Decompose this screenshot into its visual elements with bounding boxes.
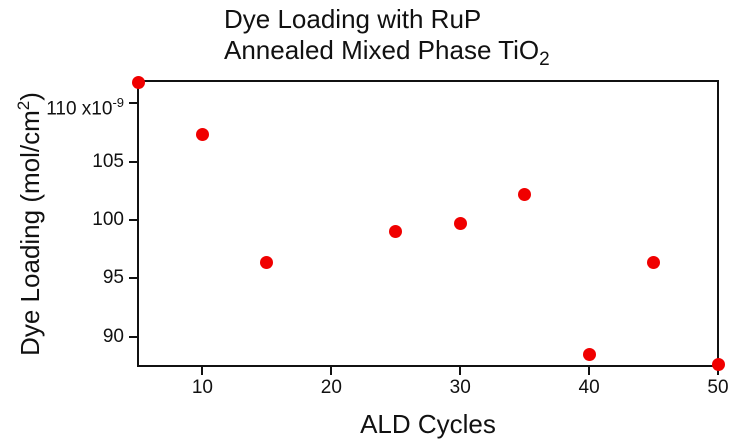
y-tick-label: 95 [102, 267, 124, 289]
data-point [195, 128, 209, 142]
x-tick [588, 367, 591, 375]
data-point [647, 255, 661, 269]
data-point [582, 347, 596, 361]
x-tick [201, 367, 204, 375]
y-tick-label: 110 x10-9 [46, 95, 124, 120]
x-tick-label: 30 [449, 377, 471, 398]
x-axis-title: ALD Cycles [360, 409, 496, 439]
chart-title-subscript: 2 [539, 49, 550, 70]
y-tick [129, 218, 137, 221]
x-tick-label: 10 [191, 377, 213, 398]
chart-title-line2: Annealed Mixed Phase TiO2 [224, 35, 550, 70]
y-tick [129, 277, 137, 280]
x-tick-label: 20 [320, 377, 342, 398]
y-tick-label: 100 [92, 208, 124, 230]
chart-title: Dye Loading with RuP Annealed Mixed Phas… [224, 4, 550, 75]
data-point [711, 358, 725, 372]
x-tick [330, 367, 333, 375]
plot-area [137, 80, 719, 367]
y-tick [129, 102, 137, 105]
chart-title-line1: Dye Loading with RuP [224, 4, 482, 34]
data-point [389, 225, 403, 239]
x-tick-label: 50 [707, 377, 729, 398]
y-tick [129, 335, 137, 338]
data-point [131, 75, 145, 89]
data-point [518, 187, 532, 201]
data-point [453, 217, 467, 230]
data-point [260, 255, 274, 269]
y-tick-label: 90 [102, 325, 124, 347]
x-tick-label: 40 [578, 377, 600, 398]
x-tick [459, 367, 462, 375]
y-tick-label: 105 [92, 150, 124, 172]
y-tick-exponent: -9 [112, 95, 124, 111]
y-tick [129, 160, 137, 163]
